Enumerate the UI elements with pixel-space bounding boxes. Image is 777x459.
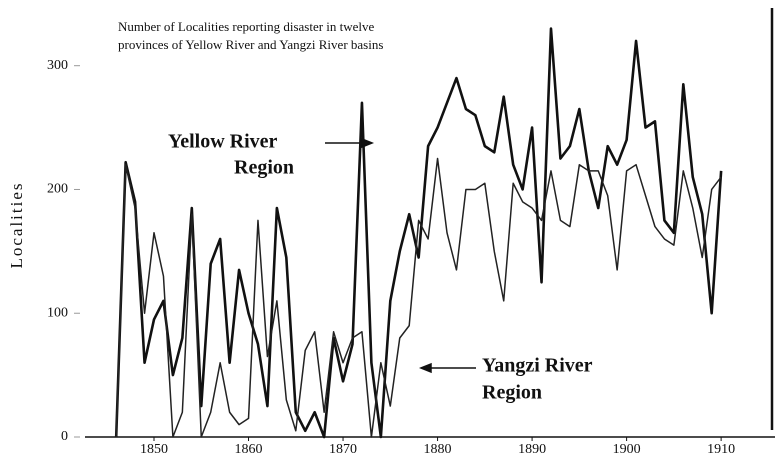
annotation: Yangzi River <box>482 355 593 377</box>
x-tick-label: 1890 <box>518 442 546 457</box>
x-tick-label: 1910 <box>707 442 735 457</box>
y-tick-label: 0 <box>61 429 68 444</box>
y-tick-label: 100 <box>47 305 68 320</box>
annotation: Region <box>482 382 542 404</box>
data-line <box>115 157 722 438</box>
x-tick-label: 1900 <box>613 442 641 457</box>
x-tick-label: 1850 <box>140 442 168 457</box>
annotation: Yellow River <box>168 131 278 153</box>
x-tick-label: 1860 <box>235 442 263 457</box>
data-line <box>114 27 723 439</box>
x-tick-label: 1880 <box>424 442 452 457</box>
annotation: Region <box>234 157 294 179</box>
arrow <box>325 137 476 374</box>
x-tick-label: 1870 <box>329 442 357 457</box>
chart-title: provinces of Yellow River and Yangzi Riv… <box>118 37 383 52</box>
y-tick-label: 200 <box>47 182 68 197</box>
y-axis-label: Localities <box>7 181 26 268</box>
y-tick-label: 300 <box>47 58 68 73</box>
chart-title: Number of Localities reporting disaster … <box>118 19 375 34</box>
